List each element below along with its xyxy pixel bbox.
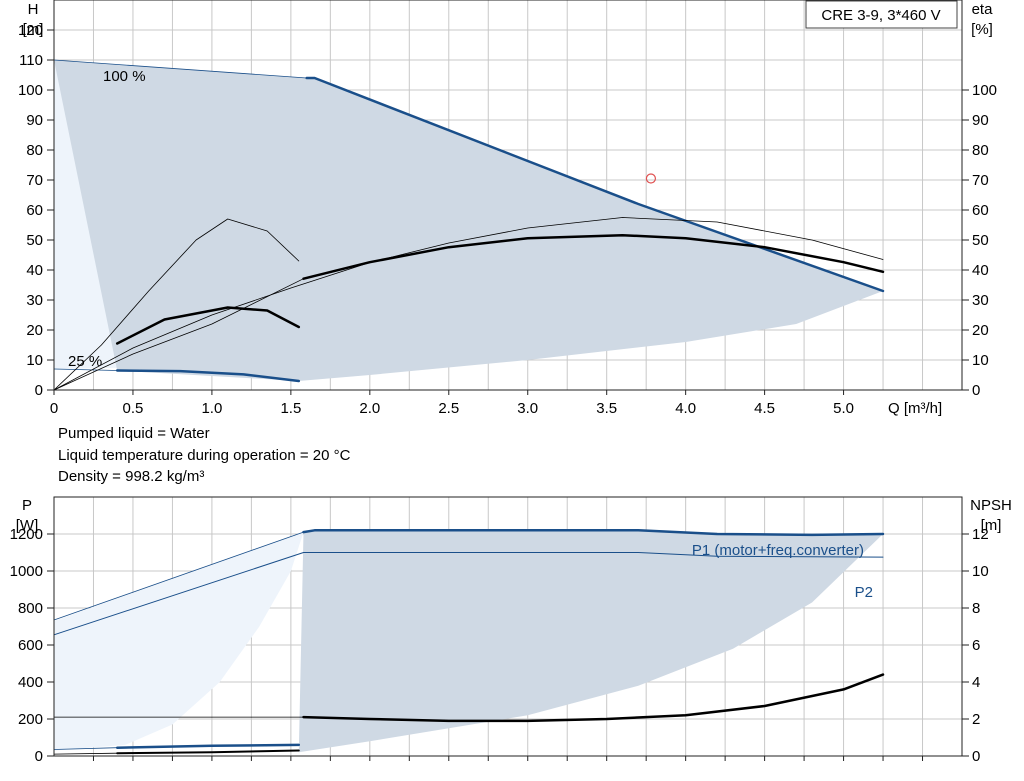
series-line-power-0 (302, 529, 885, 537)
left-tick-label: 10 (26, 352, 43, 369)
series-line-power-2 (53, 552, 884, 636)
series-line-efficiency-5 (53, 278, 304, 391)
series-line-power-reduced-5 (116, 749, 300, 755)
bottom-ticks: 0 200 400 600 800 1000 1200 0 2 4 6 8 10 12 (10, 526, 989, 765)
right-tick-label: 40 (972, 262, 989, 279)
right-tick-label: 6 (972, 637, 980, 654)
x-tick-label: 1.5 (280, 400, 301, 417)
left-tick-label: 60 (26, 202, 43, 219)
right-tick-label: 70 (972, 172, 989, 189)
legend-p2: P2 (855, 584, 873, 601)
npsh-axis-label-unit: [m] (981, 517, 1002, 534)
y-axis-label-right-unit: [%] (971, 21, 993, 38)
right-tick-label: 0 (972, 382, 980, 399)
chart-title: CRE 3-9, 3*460 V (821, 7, 940, 24)
x-tick-label: 3.5 (596, 400, 617, 417)
bottom-plot-frame (53, 496, 963, 757)
x-tick-label: 0.5 (123, 400, 144, 417)
left-tick-label: 200 (18, 711, 43, 728)
left-tick-label: 1200 (10, 526, 43, 543)
series-line-npsh-7 (302, 673, 885, 723)
x-tick-label: 2.0 (359, 400, 380, 417)
series-line-power-reduced-6 (53, 752, 118, 755)
x-axis-ticks: 0 0.5 1.0 1.5 2.0 2.5 3.0 3.5 4.0 4.5 5.0 (50, 390, 854, 417)
left-tick-label: 70 (26, 172, 43, 189)
left-tick-label: 1000 (10, 563, 43, 580)
right-tick-label: 100 (972, 82, 997, 99)
power-axis-label-unit: [W] (16, 517, 39, 534)
head-efficiency-panel: 0 10 20 30 40 50 60 70 80 90 100 110 120 0 10 20 30 40 50 6… (18, 0, 997, 417)
right-tick-label: 60 (972, 202, 989, 219)
left-tick-label: 80 (26, 142, 43, 159)
top-series (53, 59, 885, 391)
liquid-temperature-info: Liquid temperature during operation = 20… (58, 447, 351, 464)
operating-region (298, 530, 883, 753)
right-tick-label: 90 (972, 112, 989, 129)
y-axis-label-right-symbol: eta (972, 1, 994, 18)
right-tick-label: 10 (972, 563, 989, 580)
x-tick-label: 0 (50, 400, 58, 417)
x-tick-label: 5.0 (833, 400, 854, 417)
y-axis-label-left-symbol: H (28, 1, 39, 18)
pumped-liquid-info: Pumped liquid = Water (58, 425, 210, 442)
bottom-series (53, 529, 885, 755)
left-tick-label: 600 (18, 637, 43, 654)
x-tick-label: 4.0 (675, 400, 696, 417)
bottom-operating-region (54, 530, 883, 753)
series-line-efficiency-7 (115, 306, 301, 345)
right-tick-label: 0 (972, 748, 980, 765)
series-line-power-reduced-3 (115, 743, 301, 749)
left-tick-label: 800 (18, 600, 43, 617)
top-plot-frame (53, 0, 963, 391)
right-tick-label: 8 (972, 600, 980, 617)
series-line-head-1 (53, 59, 308, 79)
series-line-efficiency-8 (53, 218, 300, 391)
left-tick-label: 120 (18, 22, 43, 39)
right-tick-label: 50 (972, 232, 989, 249)
right-tick-label: 2 (972, 711, 980, 728)
series-line-power-1 (53, 531, 304, 621)
x-axis-label: Q [m³/h] (888, 400, 942, 417)
chart-title-box (805, 0, 958, 29)
left-tick-label: 90 (26, 112, 43, 129)
right-tick-label: 12 (972, 526, 989, 543)
x-tick-label: 4.5 (754, 400, 775, 417)
power-npsh-panel: 0 200 400 600 800 1000 1200 0 2 4 6 8 10 12 P [W] NPS… (10, 496, 1012, 765)
left-tick-label: 30 (26, 292, 43, 309)
left-tick-label: 20 (26, 322, 43, 339)
x-tick-label: 2.5 (438, 400, 459, 417)
series-line-head-3 (53, 368, 118, 371)
series-line-efficiency-6 (53, 217, 884, 391)
left-tick-label: 400 (18, 674, 43, 691)
x-tick-label: 1.0 (201, 400, 222, 417)
left-tick-label: 40 (26, 262, 43, 279)
y-axis-label-left-unit: [m] (23, 21, 44, 38)
pale-region (54, 532, 304, 751)
annotation-25-percent: 25 % (68, 353, 102, 370)
series-line-head-2 (115, 369, 301, 383)
left-tick-label: 50 (26, 232, 43, 249)
right-tick-label: 30 (972, 292, 989, 309)
top-operating-region (54, 60, 883, 381)
right-tick-label: 10 (972, 352, 989, 369)
legend-p1: P1 (motor+freq.converter) (692, 542, 864, 559)
left-tick-label: 0 (35, 382, 43, 399)
operating-point-marker (645, 173, 657, 184)
density-info: Density = 998.2 kg/m³ (58, 468, 205, 485)
x-tick-label: 3.0 (517, 400, 538, 417)
annotation-100-percent: 100 % (103, 68, 146, 85)
top-ticks: 0 10 20 30 40 50 60 70 80 90 100 110 120 0 10 20 30 40 50 6… (18, 22, 997, 399)
right-tick-label: 20 (972, 322, 989, 339)
left-tick-label: 100 (18, 82, 43, 99)
series-line-efficiency-4 (302, 233, 885, 280)
power-axis-label-symbol: P (22, 497, 32, 514)
right-tick-label: 80 (972, 142, 989, 159)
left-tick-label: 110 (19, 52, 43, 69)
left-tick-label: 0 (35, 748, 43, 765)
right-tick-label: 4 (972, 674, 980, 691)
series-line-power-reduced-4 (53, 747, 118, 750)
npsh-axis-label-symbol: NPSH (970, 497, 1012, 514)
operating-region (54, 60, 883, 381)
